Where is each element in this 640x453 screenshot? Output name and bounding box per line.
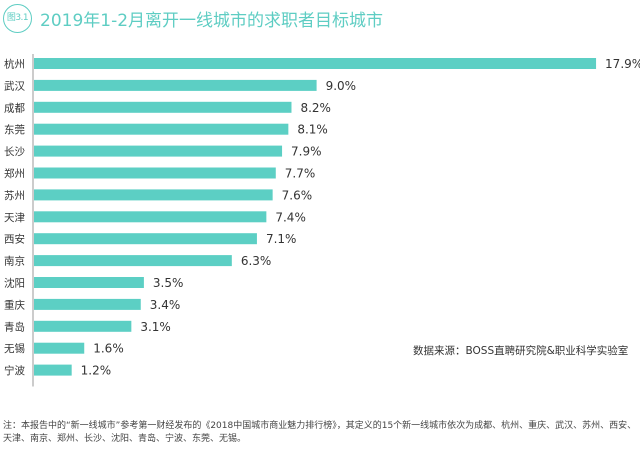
value-label: 17.9% bbox=[605, 57, 640, 71]
bar bbox=[34, 233, 257, 245]
bar bbox=[34, 342, 85, 354]
value-label: 9.0% bbox=[326, 79, 357, 93]
bar bbox=[34, 145, 283, 157]
bar bbox=[34, 255, 232, 267]
value-label: 7.4% bbox=[275, 210, 306, 224]
value-label: 8.2% bbox=[300, 101, 331, 115]
value-label: 6.3% bbox=[241, 254, 272, 268]
value-label: 3.5% bbox=[153, 276, 184, 290]
category-label: 重庆 bbox=[4, 298, 25, 311]
category-label: 长沙 bbox=[4, 146, 25, 158]
footnote: 注：本报告中的“新一线城市”参考第一财经发布的《2018中国城市商业魅力排行榜》… bbox=[3, 421, 637, 444]
value-label: 3.1% bbox=[140, 320, 171, 334]
value-label: 7.7% bbox=[285, 167, 316, 181]
bar-chart: 杭州 17.9% 武汉 9.0% 成都 8.2% 东莞 8.1% 长沙 7.9% 郑州 7.7% 苏州 7… bbox=[4, 54, 640, 387]
bar bbox=[34, 79, 317, 91]
value-label: 7.6% bbox=[282, 188, 313, 202]
category-label: 南京 bbox=[4, 255, 25, 268]
bar bbox=[34, 320, 132, 332]
bar bbox=[34, 167, 276, 179]
value-label: 1.2% bbox=[81, 364, 112, 378]
bar bbox=[34, 189, 273, 201]
category-label: 沈阳 bbox=[4, 277, 25, 290]
category-label: 无锡 bbox=[4, 342, 25, 355]
bar bbox=[34, 101, 292, 113]
category-label: 成都 bbox=[4, 102, 25, 114]
chart-title: 2019年1-2月离开一线城市的求职者目标城市 bbox=[40, 11, 384, 31]
category-label: 宁波 bbox=[4, 364, 25, 377]
category-label: 苏州 bbox=[4, 189, 25, 202]
value-label: 3.4% bbox=[150, 298, 181, 312]
category-label: 东莞 bbox=[4, 123, 25, 136]
value-label: 7.1% bbox=[266, 232, 297, 246]
figure-badge: 图3.1 bbox=[3, 4, 32, 33]
bar bbox=[34, 211, 267, 223]
bar bbox=[34, 298, 141, 310]
value-label: 1.6% bbox=[93, 342, 124, 356]
bar bbox=[34, 277, 144, 288]
category-label: 青岛 bbox=[4, 320, 25, 333]
category-label: 武汉 bbox=[4, 79, 25, 92]
bar bbox=[34, 364, 72, 376]
category-label: 天津 bbox=[4, 212, 25, 224]
source-note: 数据来源：BOSS直聘研究院&职业科学实验室 bbox=[413, 345, 629, 357]
category-label: 西安 bbox=[4, 233, 25, 246]
category-label: 郑州 bbox=[4, 167, 25, 180]
bar bbox=[34, 123, 289, 135]
value-label: 7.9% bbox=[291, 145, 322, 159]
bar bbox=[34, 58, 597, 69]
category-label: 杭州 bbox=[4, 58, 25, 71]
value-label: 8.1% bbox=[297, 123, 328, 137]
